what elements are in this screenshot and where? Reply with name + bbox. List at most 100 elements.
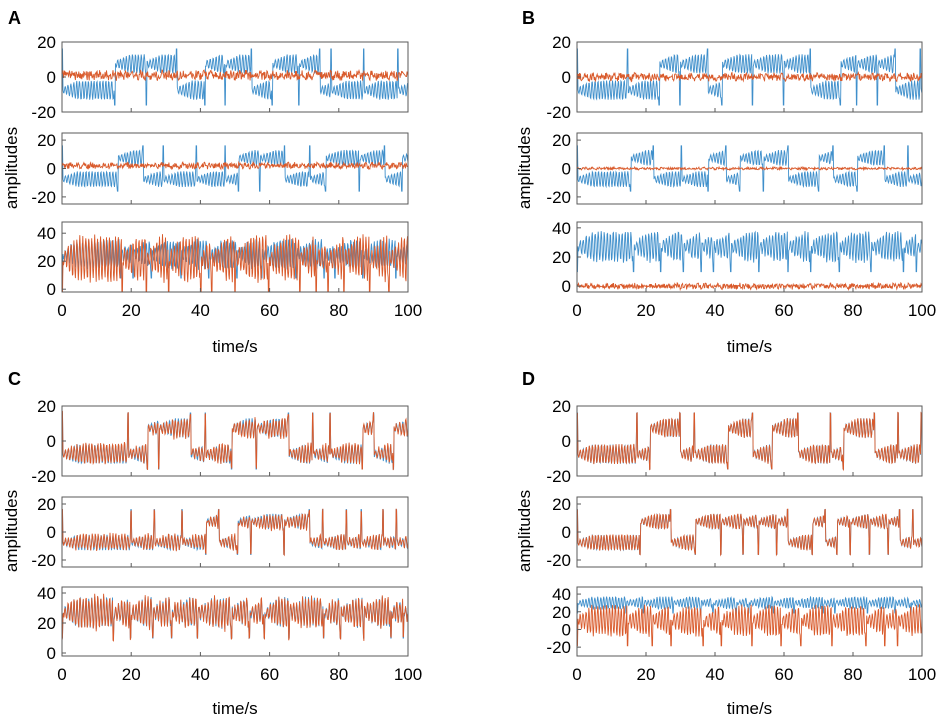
x-tick-label: 20 bbox=[122, 301, 141, 320]
series-line-2 bbox=[577, 281, 922, 292]
x-tick-label: 20 bbox=[122, 665, 141, 684]
series-line-2 bbox=[62, 593, 408, 642]
y-tick-label: 40 bbox=[37, 224, 56, 243]
y-tick-label: 20 bbox=[37, 33, 56, 52]
panel-letter: A bbox=[8, 8, 21, 28]
x-tick-label: 80 bbox=[844, 301, 863, 320]
y-tick-label: 20 bbox=[37, 397, 56, 416]
y-tick-label: 20 bbox=[552, 495, 571, 514]
series-line-1 bbox=[62, 238, 408, 279]
y-axis-label: amplitudes bbox=[515, 127, 534, 209]
series-line-2 bbox=[62, 410, 408, 471]
x-tick-label: 0 bbox=[57, 665, 66, 684]
x-tick-label: 40 bbox=[706, 301, 725, 320]
y-tick-label: 20 bbox=[552, 33, 571, 52]
y-tick-label: 40 bbox=[37, 584, 56, 603]
y-axis-label: amplitudes bbox=[2, 127, 21, 209]
x-tick-label: 0 bbox=[57, 301, 66, 320]
subplot-3: 40 20 00 20 40 60 80 100 bbox=[37, 584, 422, 684]
series-line-2 bbox=[62, 68, 408, 82]
series-line-2 bbox=[577, 165, 922, 172]
subplot-3: 40 20 00 20 40 60 80 100 bbox=[37, 221, 422, 320]
x-tick-label: 80 bbox=[329, 301, 348, 320]
panel-letter: C bbox=[8, 369, 21, 389]
y-tick-label: -20 bbox=[546, 551, 571, 570]
x-tick-label: 0 bbox=[572, 665, 581, 684]
series-line-1 bbox=[62, 48, 408, 106]
y-tick-label: 0 bbox=[47, 280, 56, 299]
x-tick-label: 100 bbox=[394, 301, 422, 320]
x-tick-label: 60 bbox=[260, 301, 279, 320]
axes-frame bbox=[61, 586, 409, 657]
series-line-1 bbox=[577, 145, 922, 192]
y-tick-label: -20 bbox=[546, 638, 571, 657]
y-tick-label: -20 bbox=[546, 188, 571, 207]
x-tick-label: 40 bbox=[706, 665, 725, 684]
y-axis-label: amplitudes bbox=[2, 490, 21, 572]
subplot-2: 20 0 -20 bbox=[31, 131, 409, 207]
series-line-2 bbox=[62, 234, 408, 292]
series-line-1 bbox=[577, 230, 922, 273]
y-tick-label: -20 bbox=[31, 551, 56, 570]
panel-letter: B bbox=[522, 8, 535, 28]
y-tick-label: 20 bbox=[37, 252, 56, 271]
subplot-2: 20 0 -20 bbox=[546, 495, 923, 570]
x-axis-label: time/s bbox=[727, 699, 772, 718]
x-tick-label: 80 bbox=[329, 665, 348, 684]
y-tick-label: 0 bbox=[562, 277, 571, 296]
y-tick-label: 0 bbox=[562, 620, 571, 639]
x-tick-label: 20 bbox=[637, 301, 656, 320]
x-tick-label: 80 bbox=[844, 665, 863, 684]
y-tick-label: 0 bbox=[562, 523, 571, 542]
series-line-2 bbox=[577, 411, 922, 472]
x-tick-label: 60 bbox=[775, 665, 794, 684]
y-tick-label: 0 bbox=[47, 523, 56, 542]
axes-frame bbox=[61, 405, 409, 477]
subplot-2: 20 0 -20 bbox=[31, 495, 409, 570]
y-tick-label: 0 bbox=[562, 432, 571, 451]
series-line-1 bbox=[577, 595, 922, 614]
y-tick-label: 20 bbox=[37, 131, 56, 150]
series-line-2 bbox=[577, 71, 922, 83]
subplot-1: 20 0 -20 bbox=[546, 33, 923, 122]
axes-frame bbox=[61, 132, 409, 205]
y-tick-label: 20 bbox=[552, 248, 571, 267]
panel-letter: D bbox=[522, 369, 535, 389]
y-axis-label: amplitudes bbox=[515, 490, 534, 572]
y-tick-label: 20 bbox=[552, 397, 571, 416]
x-axis-label: time/s bbox=[212, 337, 257, 356]
y-tick-label: 0 bbox=[47, 432, 56, 451]
y-tick-label: 20 bbox=[37, 495, 56, 514]
y-tick-label: 20 bbox=[37, 614, 56, 633]
y-tick-label: 40 bbox=[552, 585, 571, 604]
subplot-1: 20 0 -20 bbox=[546, 397, 923, 486]
x-tick-label: 100 bbox=[908, 301, 936, 320]
x-tick-label: 60 bbox=[260, 665, 279, 684]
subplot-2: 20 0 -20 bbox=[546, 131, 923, 207]
y-tick-label: -20 bbox=[31, 188, 56, 207]
x-tick-label: 0 bbox=[572, 301, 581, 320]
y-tick-label: 40 bbox=[552, 219, 571, 238]
y-tick-label: -20 bbox=[31, 467, 56, 486]
y-tick-label: 20 bbox=[552, 131, 571, 150]
x-tick-label: 60 bbox=[775, 301, 794, 320]
x-tick-label: 100 bbox=[394, 665, 422, 684]
subplot-3: 40 20 00 20 40 60 80 100 bbox=[552, 219, 936, 320]
axes-frame bbox=[61, 496, 409, 568]
axes-frame bbox=[61, 221, 409, 293]
y-tick-label: 0 bbox=[47, 160, 56, 179]
series-line-2 bbox=[577, 604, 922, 647]
y-tick-label: 20 bbox=[552, 603, 571, 622]
y-tick-label: 0 bbox=[562, 160, 571, 179]
subplot-1: 20 0 -20 bbox=[31, 33, 409, 122]
x-tick-label: 20 bbox=[637, 665, 656, 684]
series-line-2 bbox=[62, 160, 408, 171]
axes-frame bbox=[576, 586, 923, 657]
x-tick-label: 100 bbox=[908, 665, 936, 684]
series-line-2 bbox=[62, 508, 408, 557]
